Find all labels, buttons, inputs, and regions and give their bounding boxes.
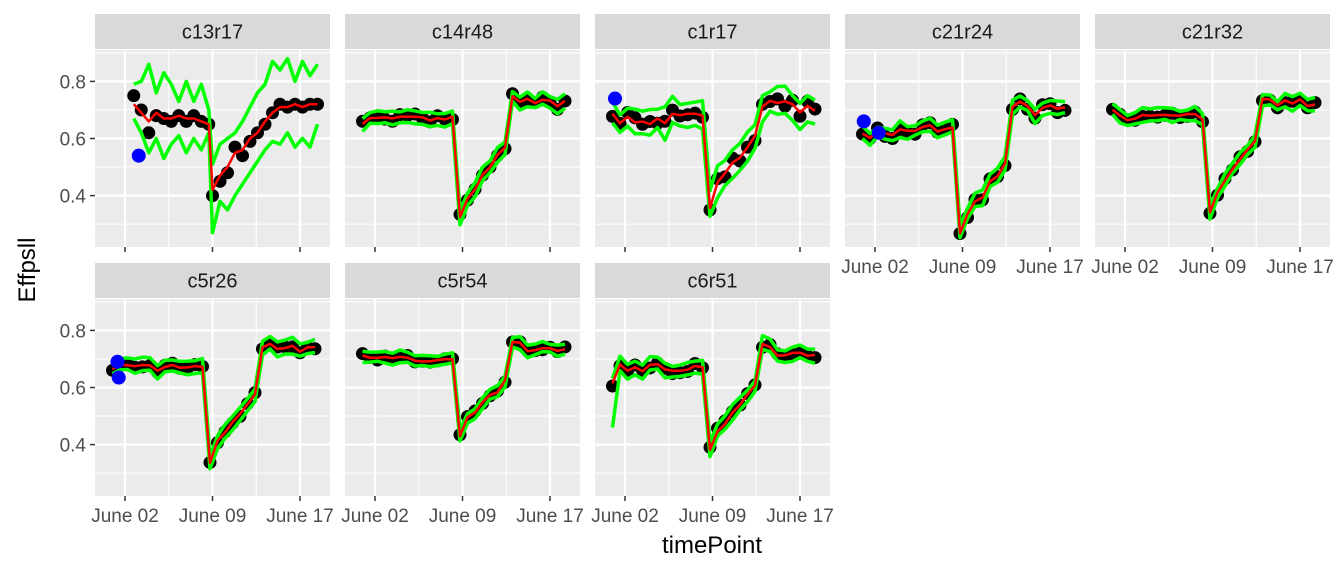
x-tick-label: June 17 (1266, 257, 1334, 278)
x-tick-label: June 17 (766, 506, 834, 527)
band-upper-line (610, 84, 816, 193)
x-tick-label: June 17 (1016, 257, 1084, 278)
facet-c21r24: c21r24 (845, 14, 1080, 247)
facet-c5r54: c5r54 (345, 263, 580, 496)
data-point (134, 103, 148, 117)
facet-c1r17: c1r17 (595, 14, 830, 247)
panel-data (1106, 91, 1322, 221)
band-upper-line (610, 333, 815, 444)
band-upper-line (361, 89, 567, 213)
y-tick-label: 0.6 (60, 379, 86, 400)
mean-line (111, 342, 316, 465)
panel-data (106, 334, 322, 471)
x-tick-label: June 09 (1179, 257, 1247, 278)
data-point (808, 102, 822, 116)
facet-strip-label: c21r32 (1182, 22, 1243, 44)
facet-panels: c13r17 c14r48 c1r17 c21r24 c21r32 c5r26 c5r54 c… (95, 14, 1330, 496)
band-upper-line (133, 56, 319, 166)
mean-line (362, 340, 566, 438)
facet-strip-label: c5r54 (437, 271, 487, 293)
mean-line (1111, 97, 1316, 214)
mean-line (861, 100, 1066, 235)
facet-c13r17: c13r17 (95, 14, 330, 247)
x-tick-label: June 09 (179, 506, 247, 527)
band-lower-line (362, 345, 566, 443)
outlier-point (111, 370, 126, 385)
x-tick-label: June 02 (1091, 257, 1159, 278)
facet-strip-label: c13r17 (182, 22, 243, 44)
band-lower-line (132, 117, 320, 235)
panel-data (606, 333, 822, 459)
facet-strip (595, 14, 830, 49)
outlier-point (608, 91, 622, 106)
facet-strip (595, 263, 830, 298)
band-upper-line (861, 94, 1066, 227)
mean-line (611, 342, 816, 452)
facet-strip (345, 14, 580, 49)
mean-line (361, 94, 566, 219)
mean-line (132, 102, 318, 192)
facet-c14r48: c14r48 (345, 14, 580, 247)
y-tick-label: 0.4 (60, 436, 87, 457)
y-tick-label: 0.8 (60, 72, 86, 93)
outlier-point (871, 125, 886, 140)
x-tick-label: June 02 (591, 506, 659, 527)
facet-strip (95, 14, 330, 49)
data-point (213, 174, 227, 188)
facet-strip (345, 263, 580, 298)
facet-strip-label: c1r17 (687, 22, 737, 44)
x-tick-label: June 09 (929, 257, 997, 278)
band-lower-line (861, 105, 1066, 240)
facet-strip (1095, 14, 1330, 49)
x-tick-label: June 02 (841, 257, 909, 278)
y-tick-label: 0.6 (60, 130, 86, 151)
axes-layer: 0.4 0.6 0.8 June 02 June 09 June 17 June 02 Jun… (60, 72, 1334, 527)
x-tick-label: June 09 (679, 506, 747, 527)
x-tick-label: June 17 (266, 506, 334, 527)
facet-strip (845, 14, 1080, 49)
x-tick-label: June 17 (516, 506, 584, 527)
facet-c21r32: c21r32 (1095, 14, 1330, 247)
facet-c5r26: c5r26 (95, 263, 330, 496)
outlier-point (110, 354, 125, 369)
y-tick-label: 0.4 (60, 187, 87, 208)
band-lower-line (111, 347, 316, 471)
band-lower-line (611, 109, 816, 219)
facet-strip-label: c6r51 (687, 271, 737, 293)
facet-strip-label: c21r24 (932, 22, 993, 44)
band-lower-line (361, 99, 567, 227)
band-upper-line (1111, 91, 1316, 209)
x-tick-label: June 02 (91, 506, 159, 527)
facet-strip-label: c5r26 (187, 271, 237, 293)
panel-data (127, 56, 324, 235)
panel-data (606, 84, 822, 219)
outlier-point (131, 148, 146, 163)
facet-strip (95, 263, 330, 298)
band-upper-line (362, 334, 566, 432)
mean-line (611, 99, 816, 210)
band-lower-line (1111, 102, 1316, 221)
x-axis-title: timePoint (662, 532, 762, 559)
data-point (793, 109, 807, 123)
facet-strip-label: c14r48 (432, 22, 493, 44)
band-upper-line (111, 334, 316, 459)
y-axis-title: Effpsll (14, 238, 41, 303)
data-point (142, 126, 156, 140)
panel-data (856, 92, 1072, 240)
data-point (606, 379, 619, 393)
panel-data (356, 334, 572, 443)
facet-c6r51: c6r51 (595, 263, 830, 496)
x-tick-label: June 09 (429, 506, 497, 527)
data-point (127, 89, 141, 103)
band-lower-line (610, 347, 816, 459)
outlier-point (856, 114, 871, 129)
x-tick-label: June 02 (341, 506, 409, 527)
panel-data (356, 87, 572, 227)
y-tick-label: 0.8 (60, 321, 86, 342)
